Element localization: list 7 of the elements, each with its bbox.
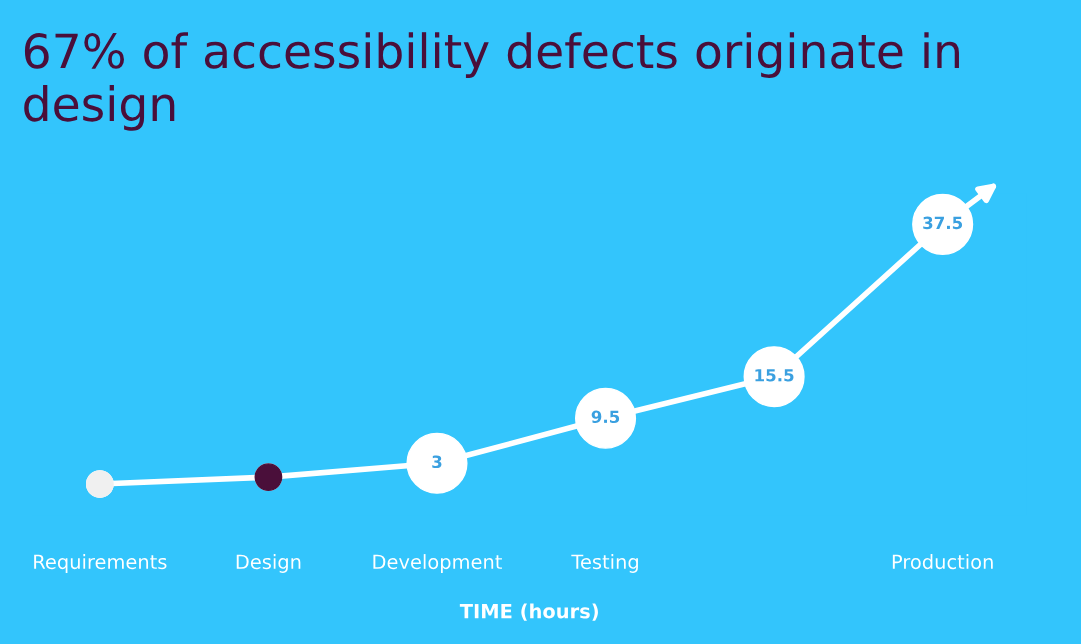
chart-title: 67% of accessibility defects originate in design	[24, 32, 959, 131]
x-tick-label: Development	[373, 554, 502, 573]
x-tick-label: Production	[892, 554, 993, 570]
x-axis-title: TIME (hours)	[459, 603, 598, 621]
x-tick-label: Design	[236, 554, 301, 573]
x-tick-label: Testing	[571, 554, 638, 573]
x-tick-label: Requirements	[34, 554, 167, 573]
